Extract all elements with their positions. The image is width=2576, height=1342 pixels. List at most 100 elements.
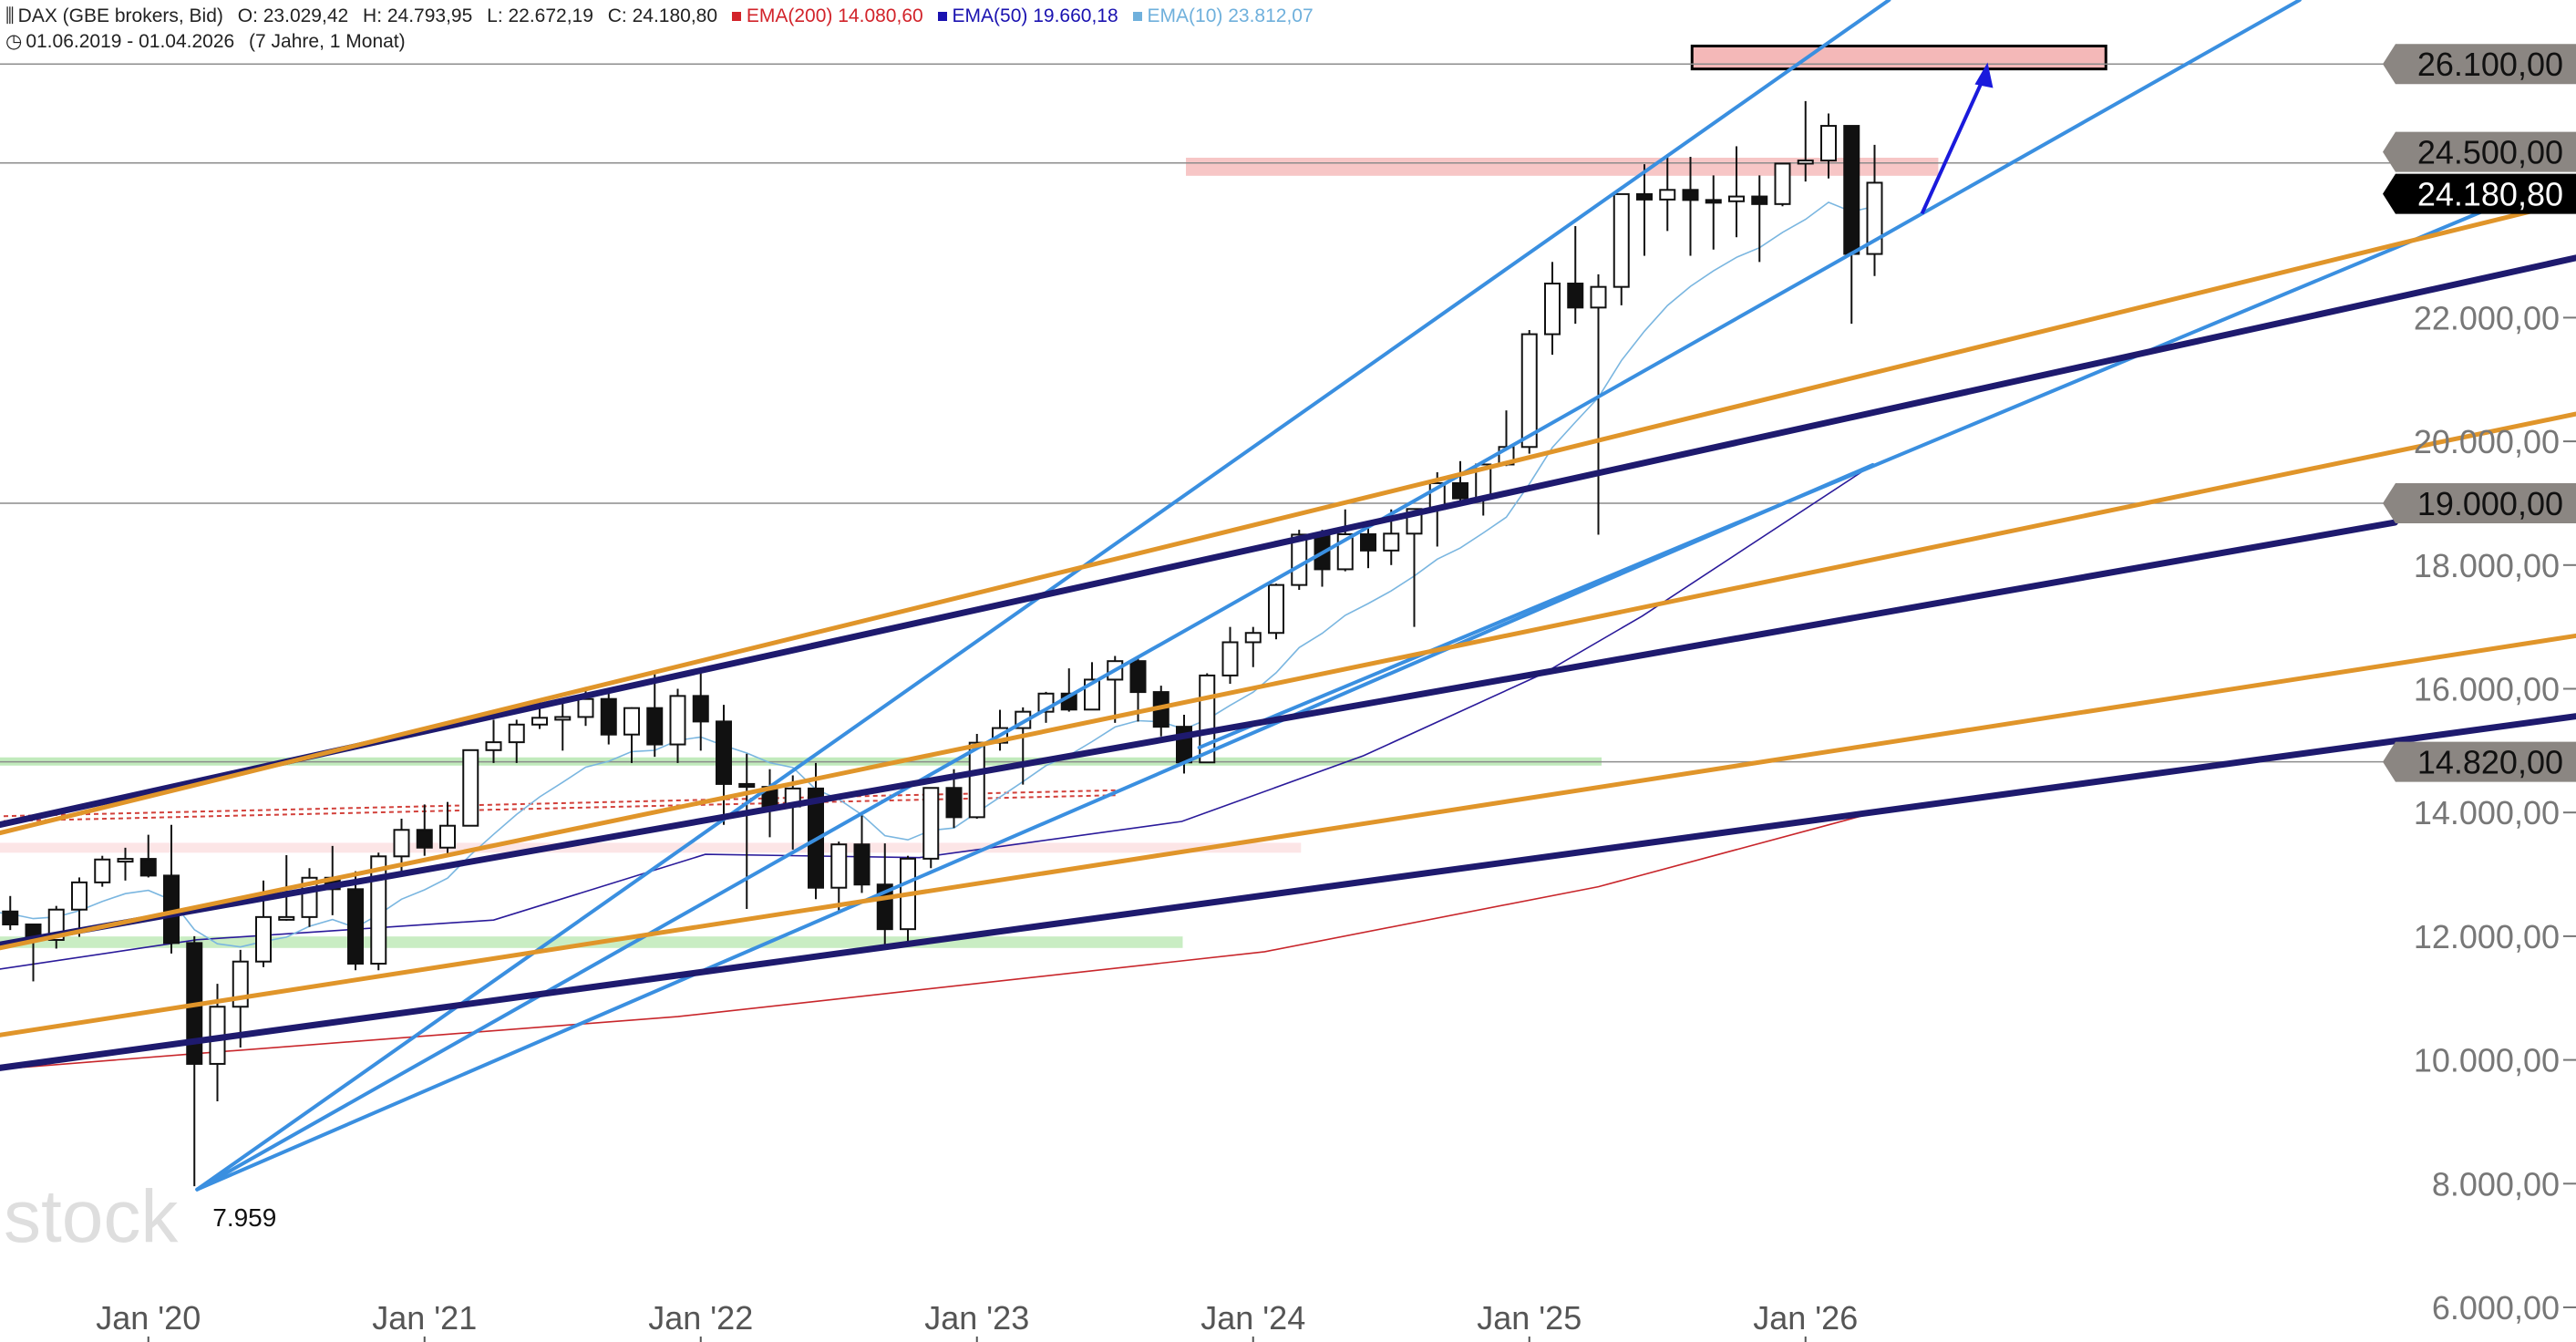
candle-up bbox=[255, 915, 272, 963]
candle-up bbox=[1613, 192, 1630, 288]
target-arrow bbox=[1920, 74, 1987, 215]
candle-up bbox=[1590, 285, 1607, 309]
arrow-head-icon bbox=[1974, 62, 1994, 88]
candle-down bbox=[1452, 481, 1468, 500]
level-price-label: 24.500,00 bbox=[2417, 134, 2563, 171]
candle-down bbox=[692, 695, 709, 723]
y-tick-label: 22.000,00 bbox=[2414, 299, 2560, 336]
candle-down bbox=[1705, 199, 1722, 204]
high-value: H: 24.793,95 bbox=[363, 5, 473, 26]
light-pink-zone bbox=[0, 842, 1302, 853]
level-price-tag bbox=[2383, 131, 2576, 172]
candle-down bbox=[1682, 189, 1699, 201]
candle-up bbox=[439, 824, 456, 849]
candle-up bbox=[669, 695, 686, 746]
legend-ema200[interactable]: EMA(200) 14.080,60 bbox=[731, 5, 923, 26]
y-tick-label: 8.000,00 bbox=[2432, 1165, 2560, 1203]
candle-up bbox=[830, 843, 848, 889]
x-tick-label: Jan '26 bbox=[1753, 1299, 1858, 1337]
legend-ema10[interactable]: EMA(10) 23.812,07 bbox=[1132, 5, 1314, 26]
y-tick-label: 16.000,00 bbox=[2414, 671, 2560, 708]
x-tick-label: Jan '21 bbox=[372, 1299, 477, 1337]
chart-header: ⫼ DAX (GBE brokers, Bid) O: 23.029,42 H: … bbox=[5, 4, 1323, 55]
candle-up bbox=[1797, 160, 1814, 165]
candle-up bbox=[1520, 333, 1538, 449]
candle-up bbox=[1820, 125, 1837, 162]
candle-up bbox=[370, 855, 387, 965]
y-tick-label: 18.000,00 bbox=[2414, 547, 2560, 584]
date-range: 01.06.2019 - 01.04.2026 bbox=[26, 31, 235, 52]
y-tick-label: 12.000,00 bbox=[2414, 918, 2560, 955]
candlestick-icon: ⫼ bbox=[5, 5, 15, 26]
header-line-2: ◷ 01.06.2019 - 01.04.2026 (7 Jahre, 1 Mon… bbox=[5, 29, 1323, 55]
channel-navy-mid bbox=[0, 519, 2398, 948]
date-duration: (7 Jahre, 1 Monat) bbox=[249, 31, 406, 52]
candle-up bbox=[1774, 162, 1791, 205]
candle-up bbox=[577, 697, 594, 718]
candle-up bbox=[623, 707, 640, 736]
x-tick-label: Jan '23 bbox=[924, 1299, 1029, 1337]
candle-up bbox=[1221, 641, 1239, 676]
resistance-zone bbox=[1186, 158, 1939, 176]
candle-up bbox=[117, 858, 134, 863]
low-annotation: 7.959 bbox=[212, 1203, 276, 1232]
x-tick-label: Jan '20 bbox=[96, 1299, 201, 1337]
x-tick-label: Jan '22 bbox=[648, 1299, 753, 1337]
candle-down bbox=[1567, 283, 1584, 309]
y-tick-label: 10.000,00 bbox=[2414, 1042, 2560, 1079]
candle-down bbox=[1636, 192, 1653, 201]
candle-down bbox=[2, 910, 19, 926]
last-price-tag bbox=[2383, 173, 2576, 214]
parallel-blue bbox=[1197, 203, 2499, 749]
candle-up bbox=[393, 829, 410, 858]
level-price-tag bbox=[2383, 44, 2576, 85]
candle-down bbox=[1751, 195, 1768, 205]
x-tick-label: Jan '24 bbox=[1200, 1299, 1305, 1337]
channel-orange-mid bbox=[0, 411, 2576, 951]
candle-up bbox=[1544, 283, 1561, 336]
candle-down bbox=[347, 888, 364, 965]
target-box bbox=[1690, 44, 2107, 71]
candle-up bbox=[922, 787, 940, 860]
candle-up bbox=[1728, 195, 1745, 202]
open-value: O: 23.029,42 bbox=[237, 5, 349, 26]
clock-icon: ◷ bbox=[5, 31, 23, 52]
candle-up bbox=[1866, 181, 1883, 255]
candle-down bbox=[1843, 125, 1860, 255]
candle-up bbox=[531, 717, 548, 726]
y-tick-label: 20.000,00 bbox=[2414, 423, 2560, 460]
candle-down bbox=[600, 697, 617, 736]
candle-down bbox=[1360, 533, 1376, 552]
candle-down bbox=[646, 707, 664, 746]
legend-ema50[interactable]: EMA(50) 19.660,18 bbox=[937, 5, 1118, 26]
candle-up bbox=[1659, 189, 1676, 201]
channel-orange-bottom bbox=[0, 633, 2576, 1037]
candle-down bbox=[853, 843, 871, 886]
ema200-line bbox=[0, 811, 1875, 1070]
candle-down bbox=[738, 782, 756, 789]
candle-up bbox=[71, 881, 88, 911]
candle-up bbox=[485, 741, 502, 751]
candle-up bbox=[508, 723, 525, 744]
low-value: L: 22.672,19 bbox=[487, 5, 593, 26]
close-value: C: 24.180,80 bbox=[607, 5, 718, 26]
channel-navy-bottom bbox=[0, 713, 2576, 1071]
candle-down bbox=[945, 787, 963, 819]
header-line-1: ⫼ DAX (GBE brokers, Bid) O: 23.029,42 H: … bbox=[5, 4, 1323, 29]
instrument-name: DAX (GBE brokers, Bid) bbox=[17, 5, 223, 26]
candle-up bbox=[462, 748, 479, 827]
x-tick-label: Jan '25 bbox=[1477, 1299, 1582, 1337]
watermark-logo: stock bbox=[4, 1175, 179, 1258]
level-price-tag bbox=[2383, 741, 2576, 782]
fan-line-3 bbox=[195, 462, 1875, 1192]
channel-orange-top bbox=[0, 198, 2576, 836]
level-price-label: 14.820,00 bbox=[2417, 744, 2563, 781]
ema50-line bbox=[0, 464, 1873, 970]
last-price-label: 24.180,80 bbox=[2417, 176, 2563, 213]
candle-down bbox=[416, 829, 433, 849]
level-price-label: 19.000,00 bbox=[2417, 485, 2563, 522]
candle-up bbox=[94, 858, 111, 883]
level-price-tag bbox=[2383, 482, 2576, 523]
y-tick-label: 6.000,00 bbox=[2432, 1289, 2560, 1327]
